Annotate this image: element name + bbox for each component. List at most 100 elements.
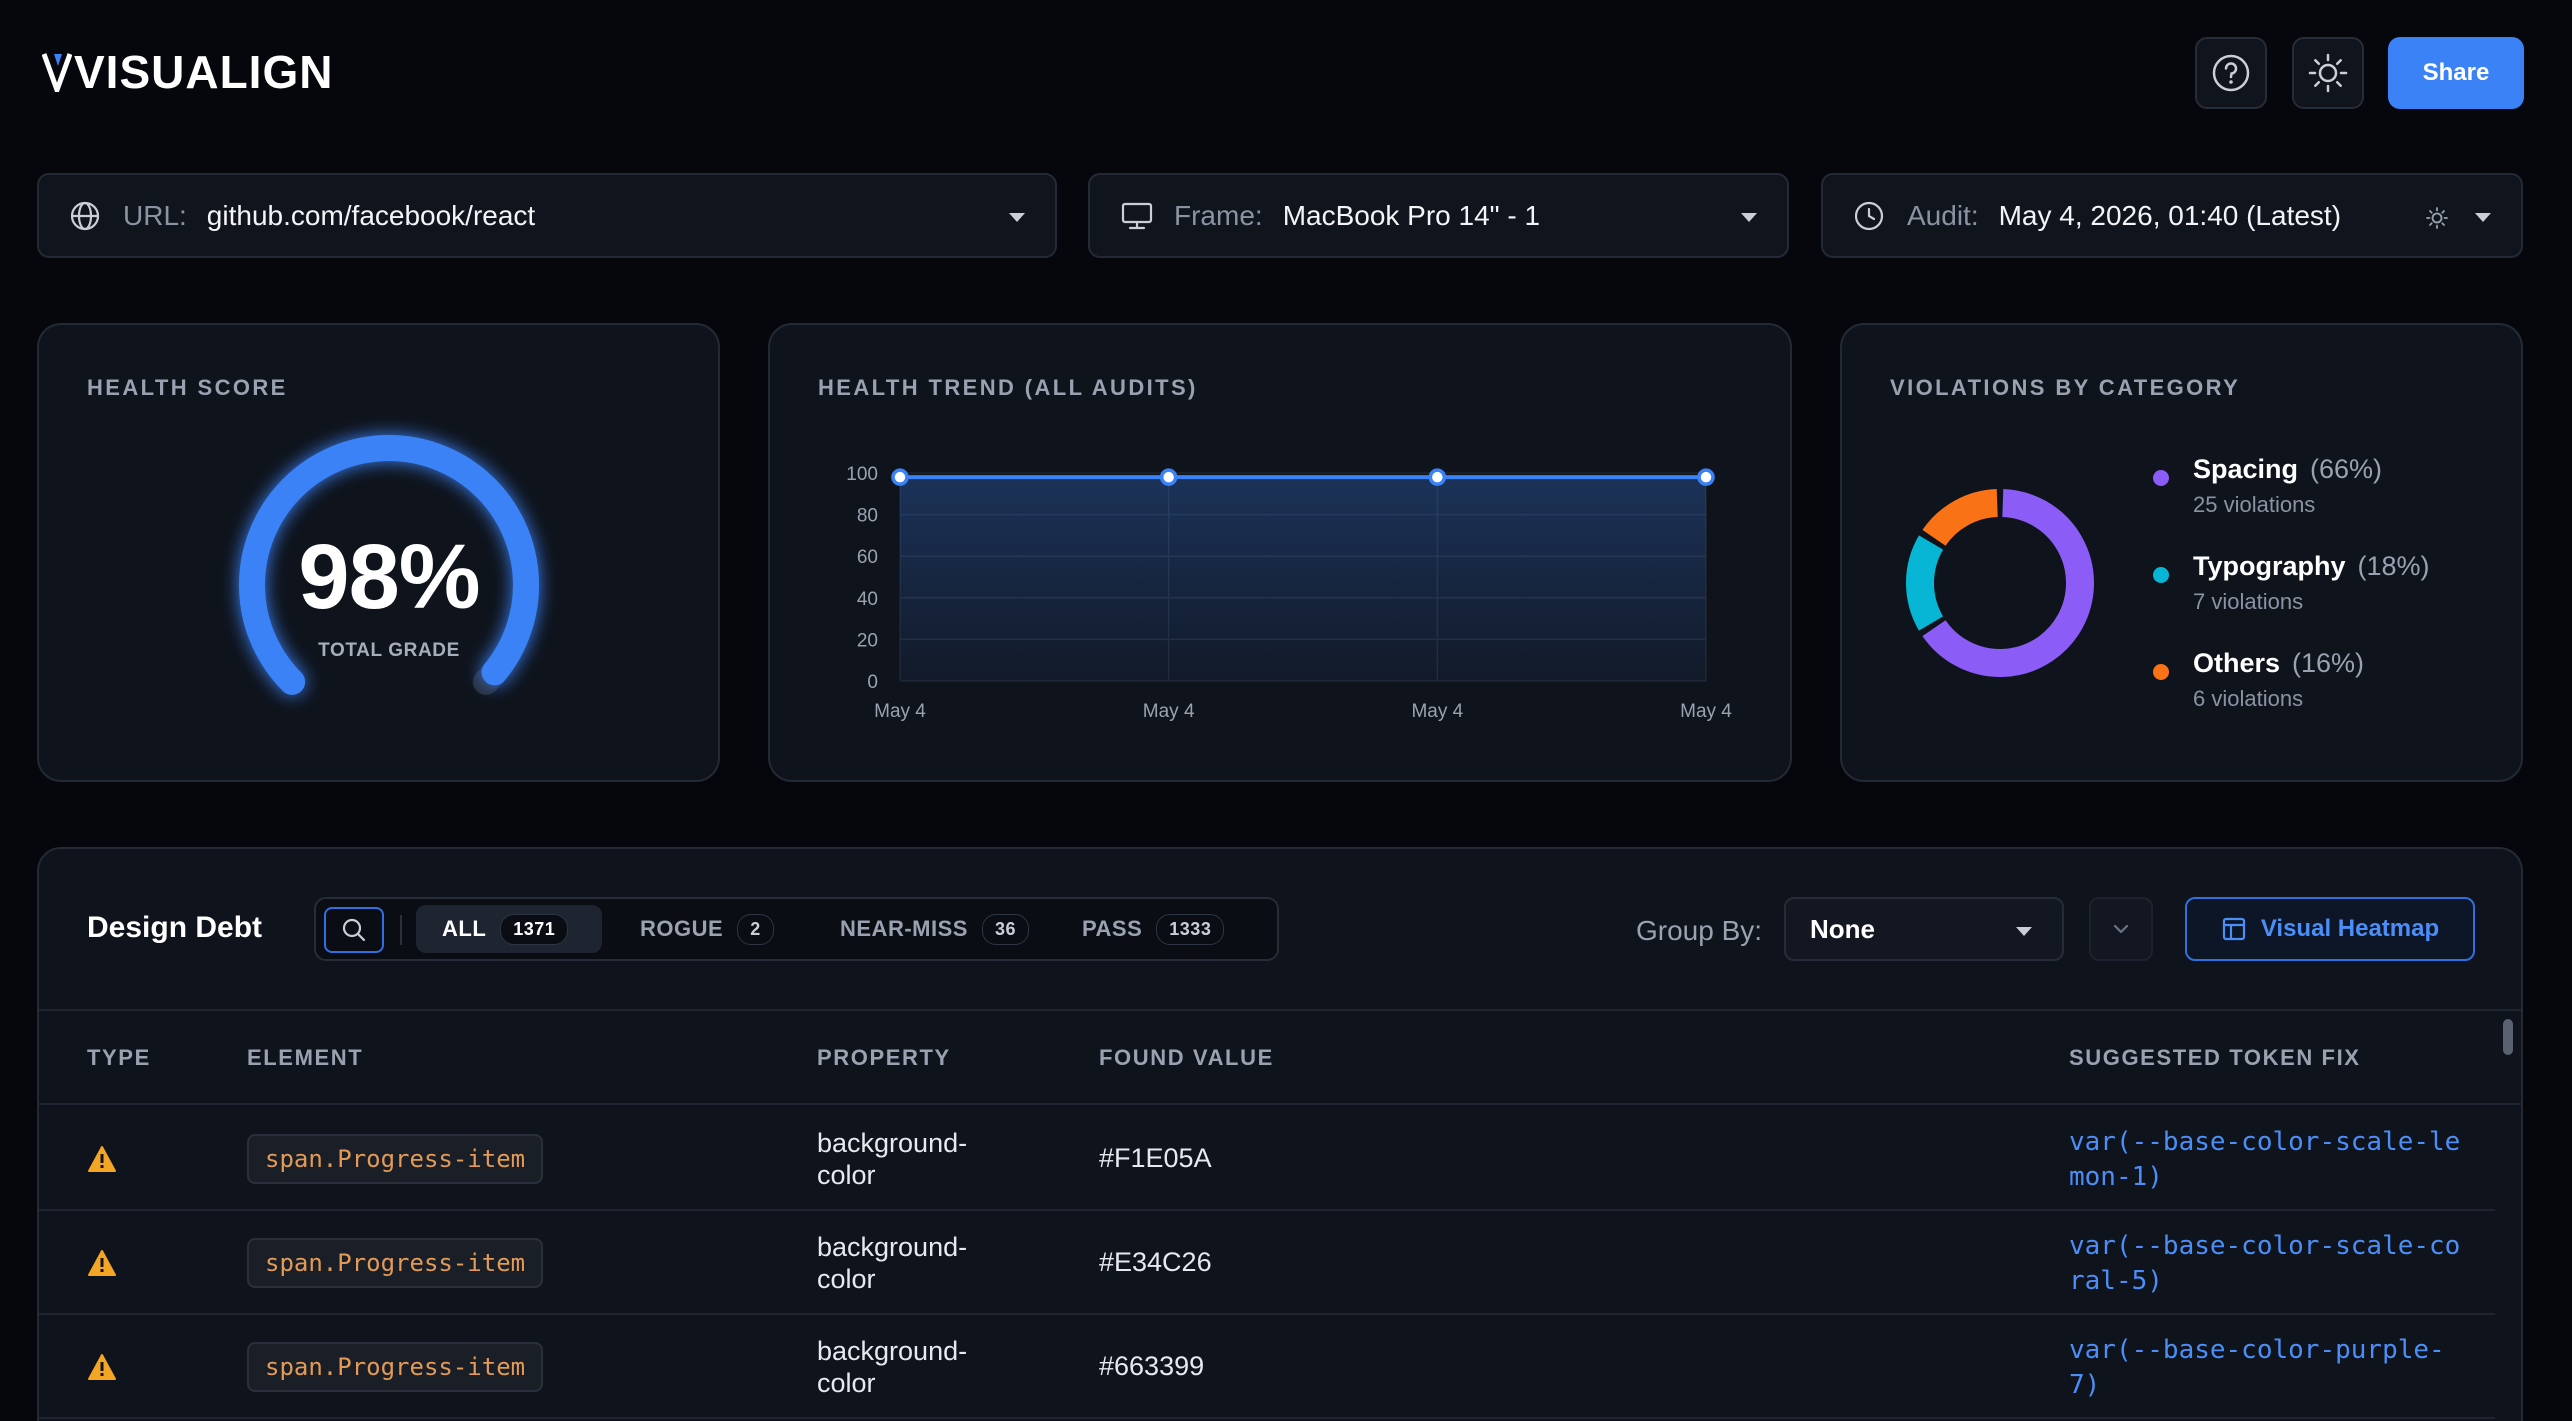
suggested-fix-cell[interactable]: var(--base-color-scale-coral-5) [2069, 1231, 2461, 1296]
y-tick-label: 80 [857, 506, 878, 527]
property-cell: background-color [817, 1128, 968, 1190]
property-cell: background-color [817, 1336, 968, 1398]
donut-slice-typography [1906, 535, 1944, 631]
column-header-element[interactable]: ELEMENT [247, 1045, 364, 1070]
chevron-down-icon [1741, 213, 1757, 222]
warning-icon [88, 1354, 116, 1380]
filter-chip-near-miss[interactable]: NEAR-MISS 36 [814, 905, 1055, 953]
legend-name: Typography [2193, 551, 2346, 581]
layout-icon [2222, 917, 2245, 941]
filter-bar: ALL 1371 ROGUE 2 NEAR-MISS 36 PASS 1333 [314, 897, 1279, 961]
frame-label: Frame: [1174, 199, 1263, 231]
brand-logo[interactable]: VISUALIGN [42, 46, 333, 98]
group-by-select[interactable]: None [1784, 897, 2064, 961]
filter-chip-pass[interactable]: PASS 1333 [1056, 905, 1250, 953]
violations-title: VIOLATIONS BY CATEGORY [1890, 375, 2241, 400]
legend-count: 6 violations [2193, 686, 2304, 711]
audit-label: Audit: [1907, 199, 1979, 231]
element-selector-tag[interactable]: span.Progress-item [247, 1238, 544, 1288]
property-cell: background-color [817, 1232, 968, 1294]
column-header-property[interactable]: PROPERTY [817, 1045, 951, 1070]
search-icon [342, 918, 366, 942]
x-tick-label: May 4 [1411, 701, 1463, 722]
total-grade-label: TOTAL GRADE [318, 640, 460, 661]
legend-dot [2153, 470, 2169, 486]
legend-pct: (16%) [2292, 648, 2365, 678]
chip-count: 1333 [1156, 913, 1225, 945]
chevron-down-icon [1009, 213, 1025, 222]
url-label: URL: [123, 199, 187, 231]
found-value-cell: #E34C26 [1099, 1247, 1212, 1277]
legend-name: Others [2193, 648, 2281, 678]
chevron-down-icon [2113, 924, 2129, 934]
health-trend-title: HEALTH TREND (ALL AUDITS) [818, 375, 1198, 400]
filter-chip-rogue[interactable]: ROGUE 2 [614, 905, 800, 953]
sun-icon [2426, 207, 2448, 229]
found-value-cell: #663399 [1099, 1351, 1205, 1381]
table-row[interactable]: span.Progress-item background-color #663… [39, 1315, 2495, 1419]
trend-area [900, 477, 1706, 681]
divider [400, 915, 402, 945]
x-tick-label: May 4 [874, 701, 926, 722]
chevron-down-icon [2475, 213, 2491, 222]
found-value-cell: #F1E05A [1099, 1143, 1212, 1173]
chip-count: 1371 [500, 913, 569, 945]
y-tick-label: 0 [867, 672, 878, 693]
warning-icon [88, 1146, 116, 1172]
sun-icon [2308, 53, 2348, 93]
legend-dot [2153, 664, 2169, 680]
table-row[interactable]: span.Progress-item background-color #F1E… [39, 1107, 2495, 1211]
column-header-type[interactable]: TYPE [87, 1045, 151, 1070]
share-button[interactable]: Share [2388, 37, 2524, 109]
table-header: TYPE ELEMENT PROPERTY FOUND VALUE SUGGES… [39, 1009, 2521, 1105]
frame-selector[interactable]: Frame: MacBook Pro 14" - 1 [1088, 173, 1789, 258]
table-row[interactable]: span.Progress-item background-color #E34… [39, 1211, 2495, 1315]
url-selector[interactable]: URL: github.com/facebook/react [37, 173, 1057, 258]
visual-heatmap-label: Visual Heatmap [2260, 915, 2440, 942]
legend-name: Spacing [2193, 454, 2299, 484]
help-button[interactable] [2195, 37, 2267, 109]
suggested-fix-cell[interactable]: var(--base-color-scale-lemon-1) [2069, 1127, 2461, 1192]
search-button[interactable] [324, 907, 384, 953]
legend-count: 25 violations [2193, 492, 2316, 517]
donut-slice-others [1922, 489, 1999, 547]
trend-point [1159, 468, 1178, 486]
table-scrollbar[interactable] [2503, 1019, 2513, 1055]
suggested-fix-cell[interactable]: var(--base-color-purple-7) [2069, 1335, 2445, 1400]
chip-label: ROGUE [640, 916, 724, 941]
health-score-title: HEALTH SCORE [87, 375, 288, 400]
x-tick-label: May 4 [1680, 701, 1732, 722]
column-header-found-value[interactable]: FOUND VALUE [1099, 1045, 1274, 1070]
chevron-down-icon [2016, 927, 2032, 936]
clock-icon [1854, 201, 1884, 230]
element-selector-tag[interactable]: span.Progress-item [247, 1342, 544, 1392]
theme-toggle-button[interactable] [2292, 37, 2364, 109]
audit-value: May 4, 2026, 01:40 (Latest) [1998, 199, 2342, 231]
chip-count: 36 [981, 913, 1029, 945]
health-score-value: 98% [298, 526, 480, 628]
chip-label: PASS [1082, 916, 1143, 941]
warning-icon [88, 1250, 116, 1276]
y-tick-label: 100 [846, 464, 878, 485]
y-tick-label: 60 [857, 547, 878, 568]
design-debt-title: Design Debt [87, 911, 263, 944]
chip-label: NEAR-MISS [840, 916, 968, 941]
legend-dot [2153, 567, 2169, 583]
frame-value: MacBook Pro 14" - 1 [1282, 199, 1541, 231]
design-debt-panel: Design Debt ALL 1371 ROGUE 2 NEAR-MISS 3… [37, 847, 2523, 1421]
gauge-fill [239, 435, 539, 695]
audit-selector[interactable]: Audit: May 4, 2026, 01:40 (Latest) [1821, 173, 2523, 258]
chip-count: 2 [737, 913, 774, 945]
health-gauge: 98% TOTAL GRADE [219, 435, 559, 735]
column-header-suggested-fix[interactable]: SUGGESTED TOKEN FIX [2069, 1045, 2361, 1070]
filter-chip-all[interactable]: ALL 1371 [416, 905, 602, 953]
globe-icon [70, 201, 100, 230]
donut-slice-spacing [1922, 489, 2094, 677]
element-selector-tag[interactable]: span.Progress-item [247, 1134, 544, 1184]
visual-heatmap-button[interactable]: Visual Heatmap [2185, 897, 2475, 961]
collapse-button[interactable] [2089, 897, 2153, 961]
trend-point [1428, 468, 1447, 486]
legend-pct: (66%) [2310, 454, 2383, 484]
health-trend-chart: 0 20 40 60 80 100 May 4 May 4 May 4 May 4 [846, 464, 1732, 722]
y-tick-label: 20 [857, 630, 878, 651]
